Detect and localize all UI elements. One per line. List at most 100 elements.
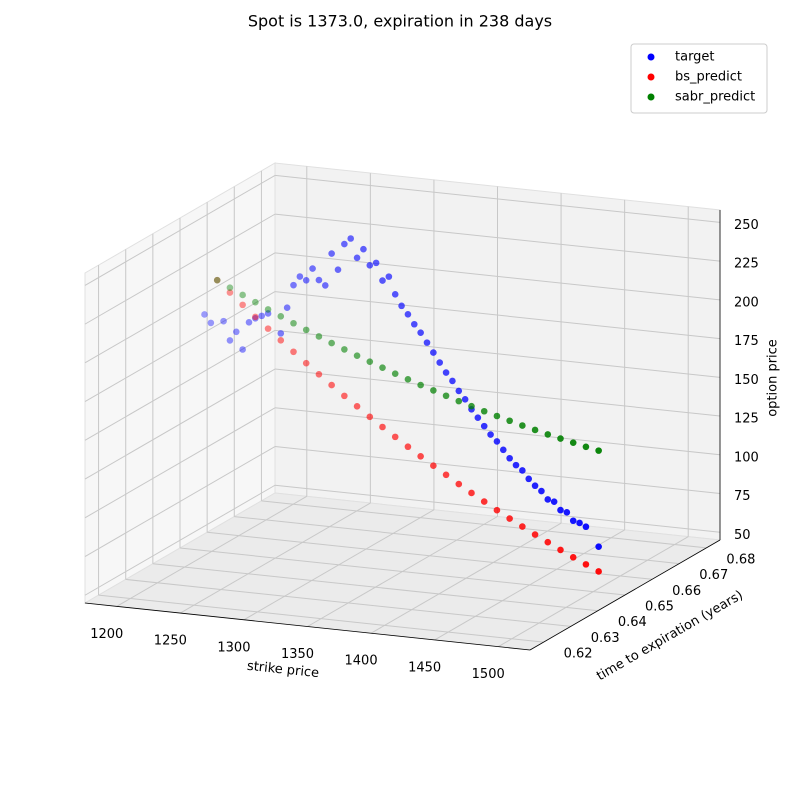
point <box>436 359 444 366</box>
point <box>302 359 310 367</box>
point <box>239 291 246 299</box>
point <box>417 381 424 389</box>
y-tick-label: 0.66 <box>672 584 701 599</box>
point <box>519 523 526 530</box>
point <box>595 447 602 454</box>
point <box>277 330 285 337</box>
legend-marker <box>647 53 655 61</box>
grid-line <box>84 446 276 557</box>
grid-line <box>207 531 653 580</box>
point <box>569 554 577 561</box>
z-tick-label: 100 <box>734 450 759 465</box>
z-axis-label: option price <box>766 339 781 417</box>
point <box>360 245 367 253</box>
point <box>283 304 291 312</box>
grid-line <box>234 516 680 565</box>
point <box>207 319 215 327</box>
point <box>347 235 355 242</box>
legend-label: sabr_predict <box>675 90 755 105</box>
point <box>461 396 469 403</box>
z-tick-label: 150 <box>734 373 759 388</box>
point <box>582 523 590 531</box>
point <box>391 433 399 441</box>
point <box>557 435 564 442</box>
axis-line <box>529 539 721 651</box>
point <box>410 320 418 328</box>
point <box>468 489 475 497</box>
grid-line <box>274 213 721 262</box>
point <box>264 310 272 317</box>
point <box>512 461 520 469</box>
point <box>582 443 590 451</box>
point <box>442 471 450 479</box>
y-tick-label: 0.64 <box>618 615 647 630</box>
grid-line <box>84 484 276 596</box>
point <box>423 339 431 346</box>
grid-line <box>179 547 626 596</box>
point <box>391 370 399 377</box>
point <box>442 392 450 400</box>
legend-box <box>630 43 768 114</box>
grid-line <box>84 407 276 519</box>
point <box>226 284 234 292</box>
point <box>493 506 501 514</box>
x-tick-label: 1200 <box>90 627 123 642</box>
z-tick-label: 175 <box>734 334 759 349</box>
point <box>379 423 386 431</box>
point <box>442 369 450 376</box>
point <box>353 254 361 262</box>
grid-line <box>274 368 721 417</box>
point <box>379 364 386 371</box>
point <box>334 266 342 274</box>
x-tick-label: 1450 <box>408 660 441 675</box>
grid-line <box>274 291 721 340</box>
point <box>220 317 227 325</box>
point <box>213 276 221 284</box>
point <box>557 546 564 554</box>
point <box>258 312 266 320</box>
point <box>277 337 285 344</box>
point <box>544 496 552 503</box>
point <box>582 561 590 568</box>
grid-line <box>84 213 276 325</box>
grid-line <box>84 174 276 286</box>
grid-line <box>152 563 598 612</box>
point <box>226 337 234 344</box>
point <box>550 498 558 505</box>
y-tick-label: 0.68 <box>726 552 755 567</box>
point <box>417 452 424 460</box>
y-tick-label: 0.63 <box>591 631 620 646</box>
point <box>531 531 539 538</box>
point <box>379 277 386 284</box>
grid-line <box>261 500 707 549</box>
point <box>353 352 361 359</box>
point <box>290 319 297 327</box>
z-tick-label: 75 <box>734 489 751 504</box>
z-tick-label: 125 <box>734 412 759 427</box>
point <box>328 250 335 257</box>
point <box>455 387 463 395</box>
x-axis-label: strike price <box>246 659 320 681</box>
legend-label: bs_predict <box>675 70 742 85</box>
point <box>252 314 259 322</box>
point <box>245 318 253 326</box>
grid-line <box>84 252 276 364</box>
y-tick-label: 0.62 <box>564 647 593 662</box>
z-tick-label: 250 <box>734 218 759 233</box>
point <box>544 431 552 438</box>
legend-marker <box>647 93 655 101</box>
point <box>493 412 501 420</box>
point <box>525 475 533 483</box>
point <box>213 276 221 284</box>
grid-line <box>84 329 276 441</box>
point <box>449 377 456 385</box>
point <box>519 422 526 429</box>
x-tick-label: 1500 <box>472 667 505 682</box>
point <box>480 407 488 415</box>
point <box>430 387 437 394</box>
point <box>563 509 571 516</box>
chart-title: Spot is 1373.0, expiration in 238 days <box>248 12 552 31</box>
point <box>569 517 577 525</box>
point <box>302 276 310 284</box>
